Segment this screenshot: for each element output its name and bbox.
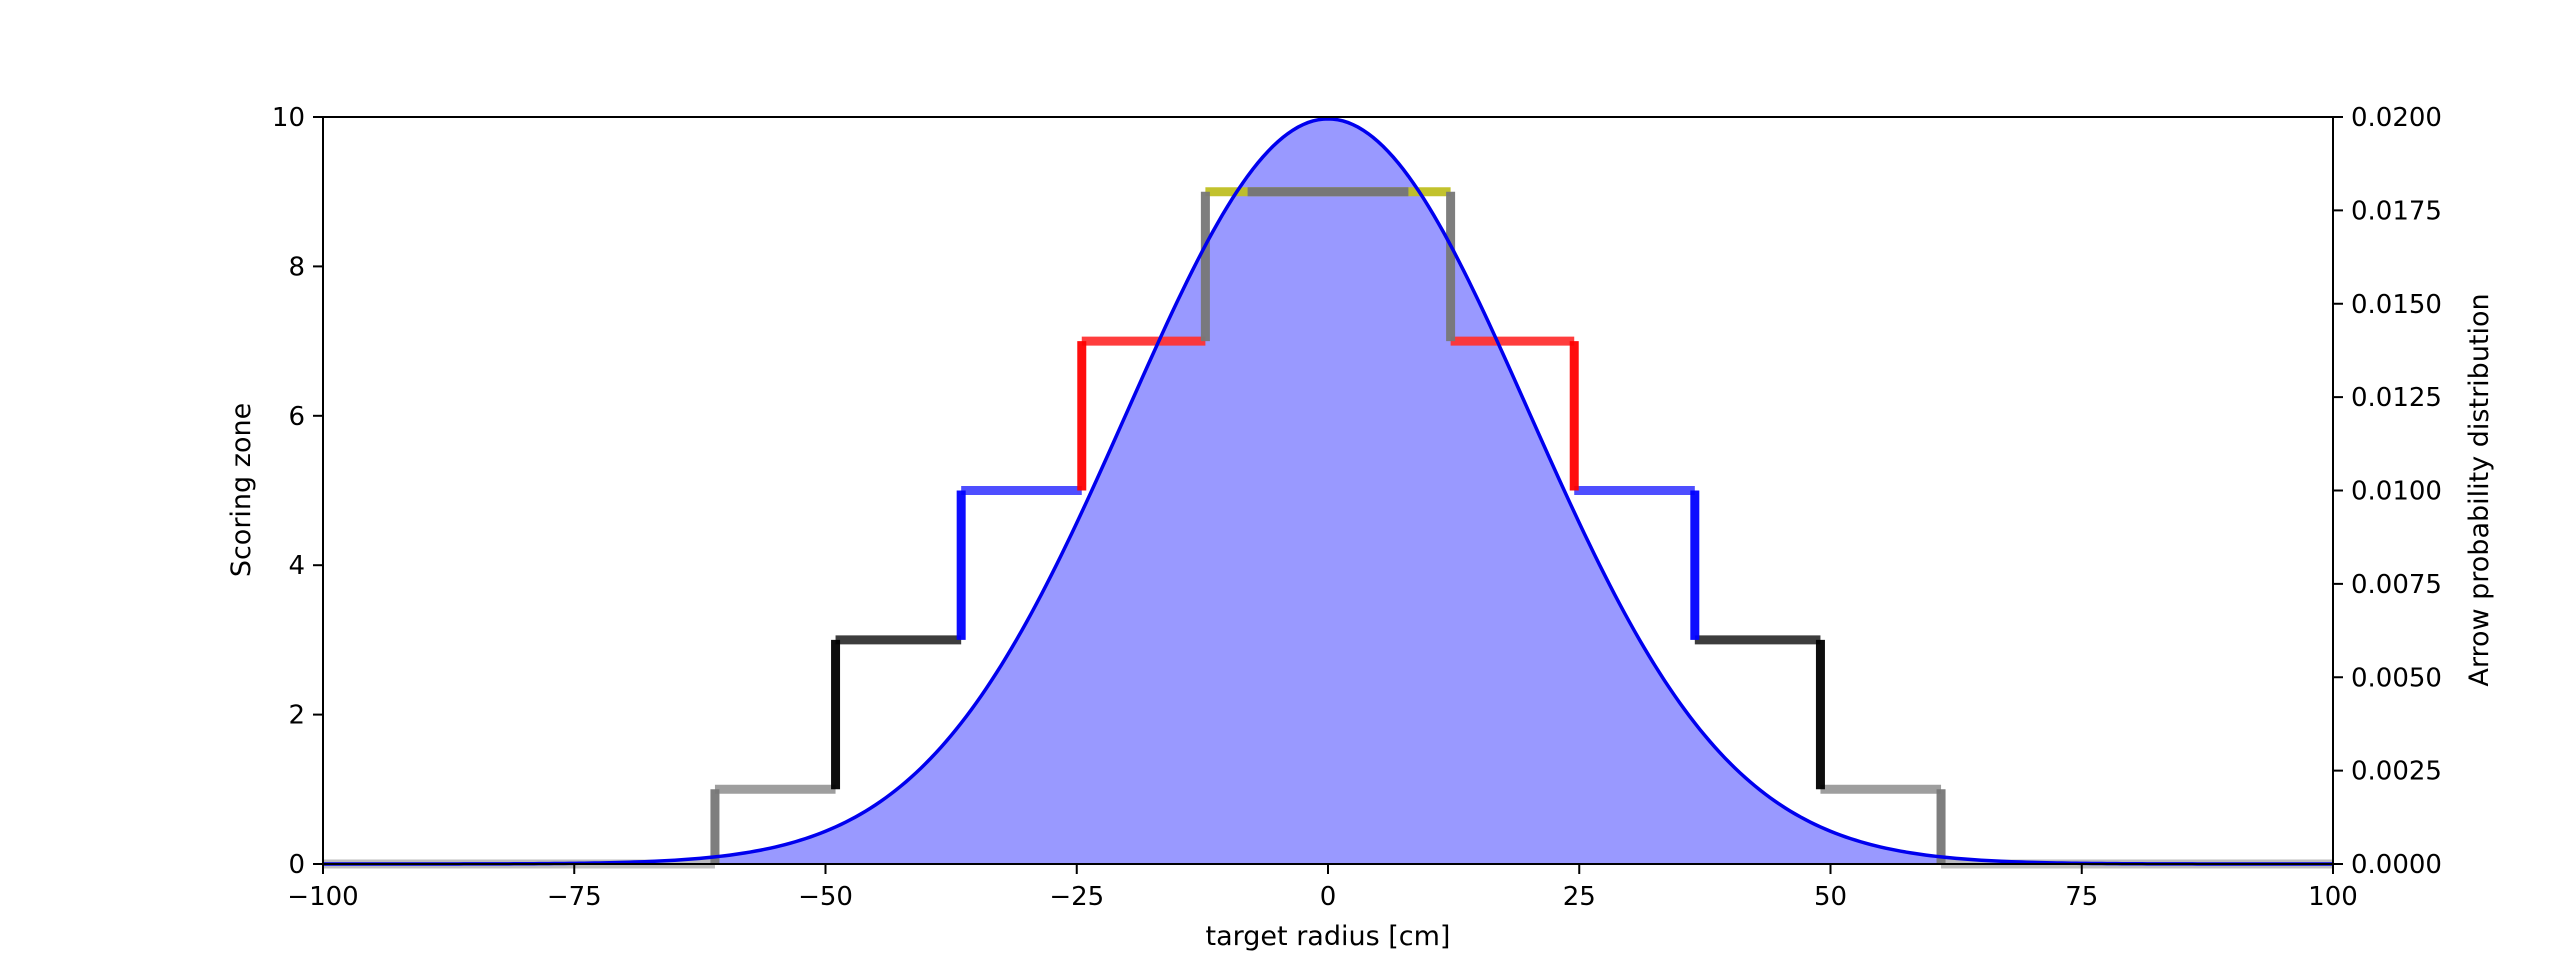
x-axis-title: target radius [cm] bbox=[1206, 921, 1451, 952]
x-tick-label: 25 bbox=[1563, 882, 1596, 912]
y2-tick-label: 0.0025 bbox=[2351, 757, 2442, 787]
x-tick-label: 75 bbox=[2065, 882, 2098, 912]
y2-tick-label: 0.0125 bbox=[2351, 383, 2442, 413]
distribution-area bbox=[323, 118, 2333, 865]
y-tick-label: 2 bbox=[288, 701, 305, 731]
y-tick-label: 8 bbox=[288, 252, 305, 282]
axes: −100 −75 −50 −25 0 25 50 75 100 0 2 4 6 8 10 0.0000 0.00… bbox=[272, 103, 2442, 912]
y-tick-label: 10 bbox=[272, 103, 305, 133]
x-tick-label: −75 bbox=[547, 882, 602, 912]
y2-axis-title: Arrow probability distribution bbox=[2464, 293, 2495, 686]
x-tick-label: −50 bbox=[798, 882, 853, 912]
y2-tick-label: 0.0100 bbox=[2351, 477, 2442, 507]
plot-area bbox=[323, 117, 2333, 869]
y2-tick-label: 0.0150 bbox=[2351, 290, 2442, 320]
x-tick-label: 0 bbox=[1320, 882, 1337, 912]
y2-tick-label: 0.0175 bbox=[2351, 196, 2442, 226]
y2-tick-label: 0.0075 bbox=[2351, 570, 2442, 600]
y-tick-label: 0 bbox=[288, 850, 305, 880]
y2-tick-label: 0.0200 bbox=[2351, 103, 2442, 133]
y-tick-label: 4 bbox=[288, 551, 305, 581]
y-tick-label: 6 bbox=[288, 402, 305, 432]
x-tick-label: 50 bbox=[1814, 882, 1847, 912]
y2-tick-label: 0.0000 bbox=[2351, 850, 2442, 880]
y2-tick-label: 0.0050 bbox=[2351, 663, 2442, 693]
y-axis-title: Scoring zone bbox=[226, 403, 257, 577]
x-tick-label: −25 bbox=[1049, 882, 1104, 912]
x-tick-label: 100 bbox=[2308, 882, 2358, 912]
x-tick-label: −100 bbox=[287, 882, 358, 912]
distribution-line bbox=[323, 117, 2333, 866]
